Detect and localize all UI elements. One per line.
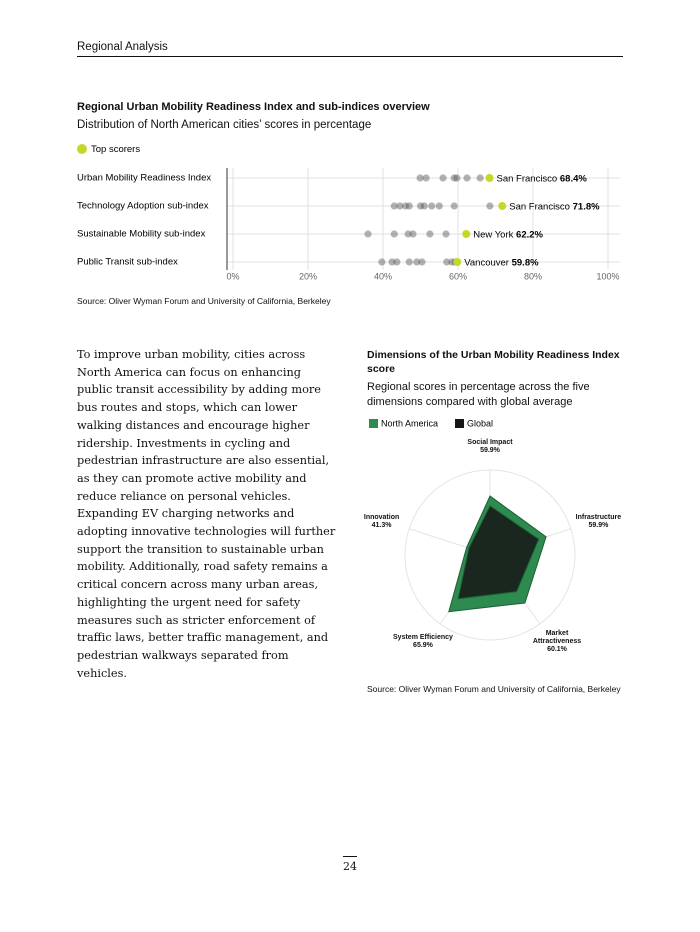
axis-label-group: Innovation 41.3%: [351, 514, 413, 530]
chart-subtitle: Distribution of North American cities’ s…: [77, 119, 372, 131]
value-label: 59.9%: [480, 447, 500, 454]
city-dot: [418, 258, 426, 266]
chart-source: Source: Oliver Wyman Forum and Universit…: [367, 684, 621, 694]
city-dot: [463, 174, 471, 182]
city-dot: [364, 230, 372, 238]
city-dot: [428, 202, 436, 210]
city-dot: [443, 258, 451, 266]
row-label: Technology Adoption sub-index: [77, 201, 209, 212]
x-tick-label: 100%: [596, 271, 619, 281]
row-label: Public Transit sub-index: [77, 257, 178, 268]
row-label: Sustainable Mobility sub-index: [77, 229, 206, 240]
legend-marker: [369, 419, 378, 428]
axis-label: System Efficiency: [393, 634, 453, 642]
city-dot: [450, 202, 458, 210]
city-dot: [409, 230, 417, 238]
axis-label-group: System Efficiency 65.9%: [392, 634, 454, 650]
city-dot: [416, 174, 424, 182]
value-label: 41.3%: [371, 521, 392, 529]
chart-source: Source: Oliver Wyman Forum and Universit…: [77, 296, 331, 306]
city-dot: [405, 258, 413, 266]
row-label: Urban Mobility Readiness Index: [77, 173, 211, 184]
axis-label-group: Infrastructure 59.9%: [567, 514, 629, 530]
city-dot: [450, 174, 458, 182]
city-dot: [388, 258, 396, 266]
chart-subtitle: Regional scores in percentage across the…: [367, 381, 590, 408]
city-name: New York: [473, 229, 513, 240]
legend-marker: [77, 144, 87, 154]
legend-label: Global: [467, 418, 493, 428]
axis-label-group: Social Impact 59.9%: [459, 439, 521, 455]
city-dot: [378, 258, 386, 266]
city-dot: [405, 202, 413, 210]
city-dot: [453, 174, 461, 182]
top-label: Vancouver 59.8%: [464, 257, 539, 268]
top-label: New York 62.2%: [473, 229, 543, 240]
city-dot: [486, 202, 494, 210]
axis-label: Innovation: [363, 513, 400, 521]
city-name: San Francisco: [509, 201, 570, 212]
page-rule: [343, 856, 357, 857]
axis-label: Infrastructure: [575, 513, 622, 521]
x-tick-label: 20%: [299, 271, 317, 281]
body-text: To improve urban mobility, cities across…: [77, 348, 336, 680]
city-dot: [420, 202, 428, 210]
city-name: San Francisco: [497, 173, 558, 184]
city-dot: [393, 258, 401, 266]
axis-label-group: Market Attractiveness 60.1%: [526, 630, 588, 654]
top-label: San Francisco 68.4%: [497, 173, 588, 184]
top-label: San Francisco 71.8%: [509, 201, 600, 212]
axis-label: Market Attractiveness: [532, 630, 582, 646]
chart-title: Regional Urban Mobility Readiness Index …: [77, 101, 430, 113]
city-dot: [413, 258, 421, 266]
city-dot: [442, 230, 450, 238]
x-tick-label: 0%: [226, 271, 239, 281]
value-label: 62.2%: [516, 229, 543, 240]
city-dot: [396, 202, 404, 210]
city-dot: [390, 230, 398, 238]
top-dot: [485, 174, 494, 182]
header-rule: [77, 56, 623, 57]
radar-area: [457, 505, 540, 600]
x-tick-label: 60%: [449, 271, 467, 281]
chart-title: Dimensions of the Urban Mobility Readine…: [367, 349, 620, 375]
city-dot: [476, 174, 484, 182]
legend-label: Top scorers: [91, 144, 140, 155]
legend-label: North America: [381, 418, 438, 428]
city-dot: [435, 202, 443, 210]
legend-marker: [455, 419, 464, 428]
city-dot: [401, 202, 410, 210]
x-tick-label: 80%: [524, 271, 542, 281]
top-dot: [453, 258, 462, 266]
top-dot: [498, 202, 507, 210]
city-dot: [422, 174, 430, 182]
x-tick-label: 40%: [374, 271, 392, 281]
value-label: 68.4%: [560, 173, 587, 184]
value-label: 59.9%: [588, 521, 609, 529]
city-dot: [416, 202, 425, 210]
city-dot: [426, 230, 434, 238]
value-label: 60.1%: [547, 646, 567, 654]
city-dot: [390, 202, 398, 210]
value-label: 59.8%: [512, 257, 539, 268]
city-dot: [439, 174, 447, 182]
top-dot: [462, 230, 471, 238]
page-number: 24: [343, 860, 357, 873]
axis-label: Social Impact: [467, 439, 513, 446]
value-label: 71.8%: [573, 201, 600, 212]
header-title: Regional Analysis: [77, 41, 168, 53]
city-dot: [404, 230, 412, 238]
city-name: Vancouver: [464, 257, 509, 268]
value-label: 65.9%: [413, 642, 433, 650]
